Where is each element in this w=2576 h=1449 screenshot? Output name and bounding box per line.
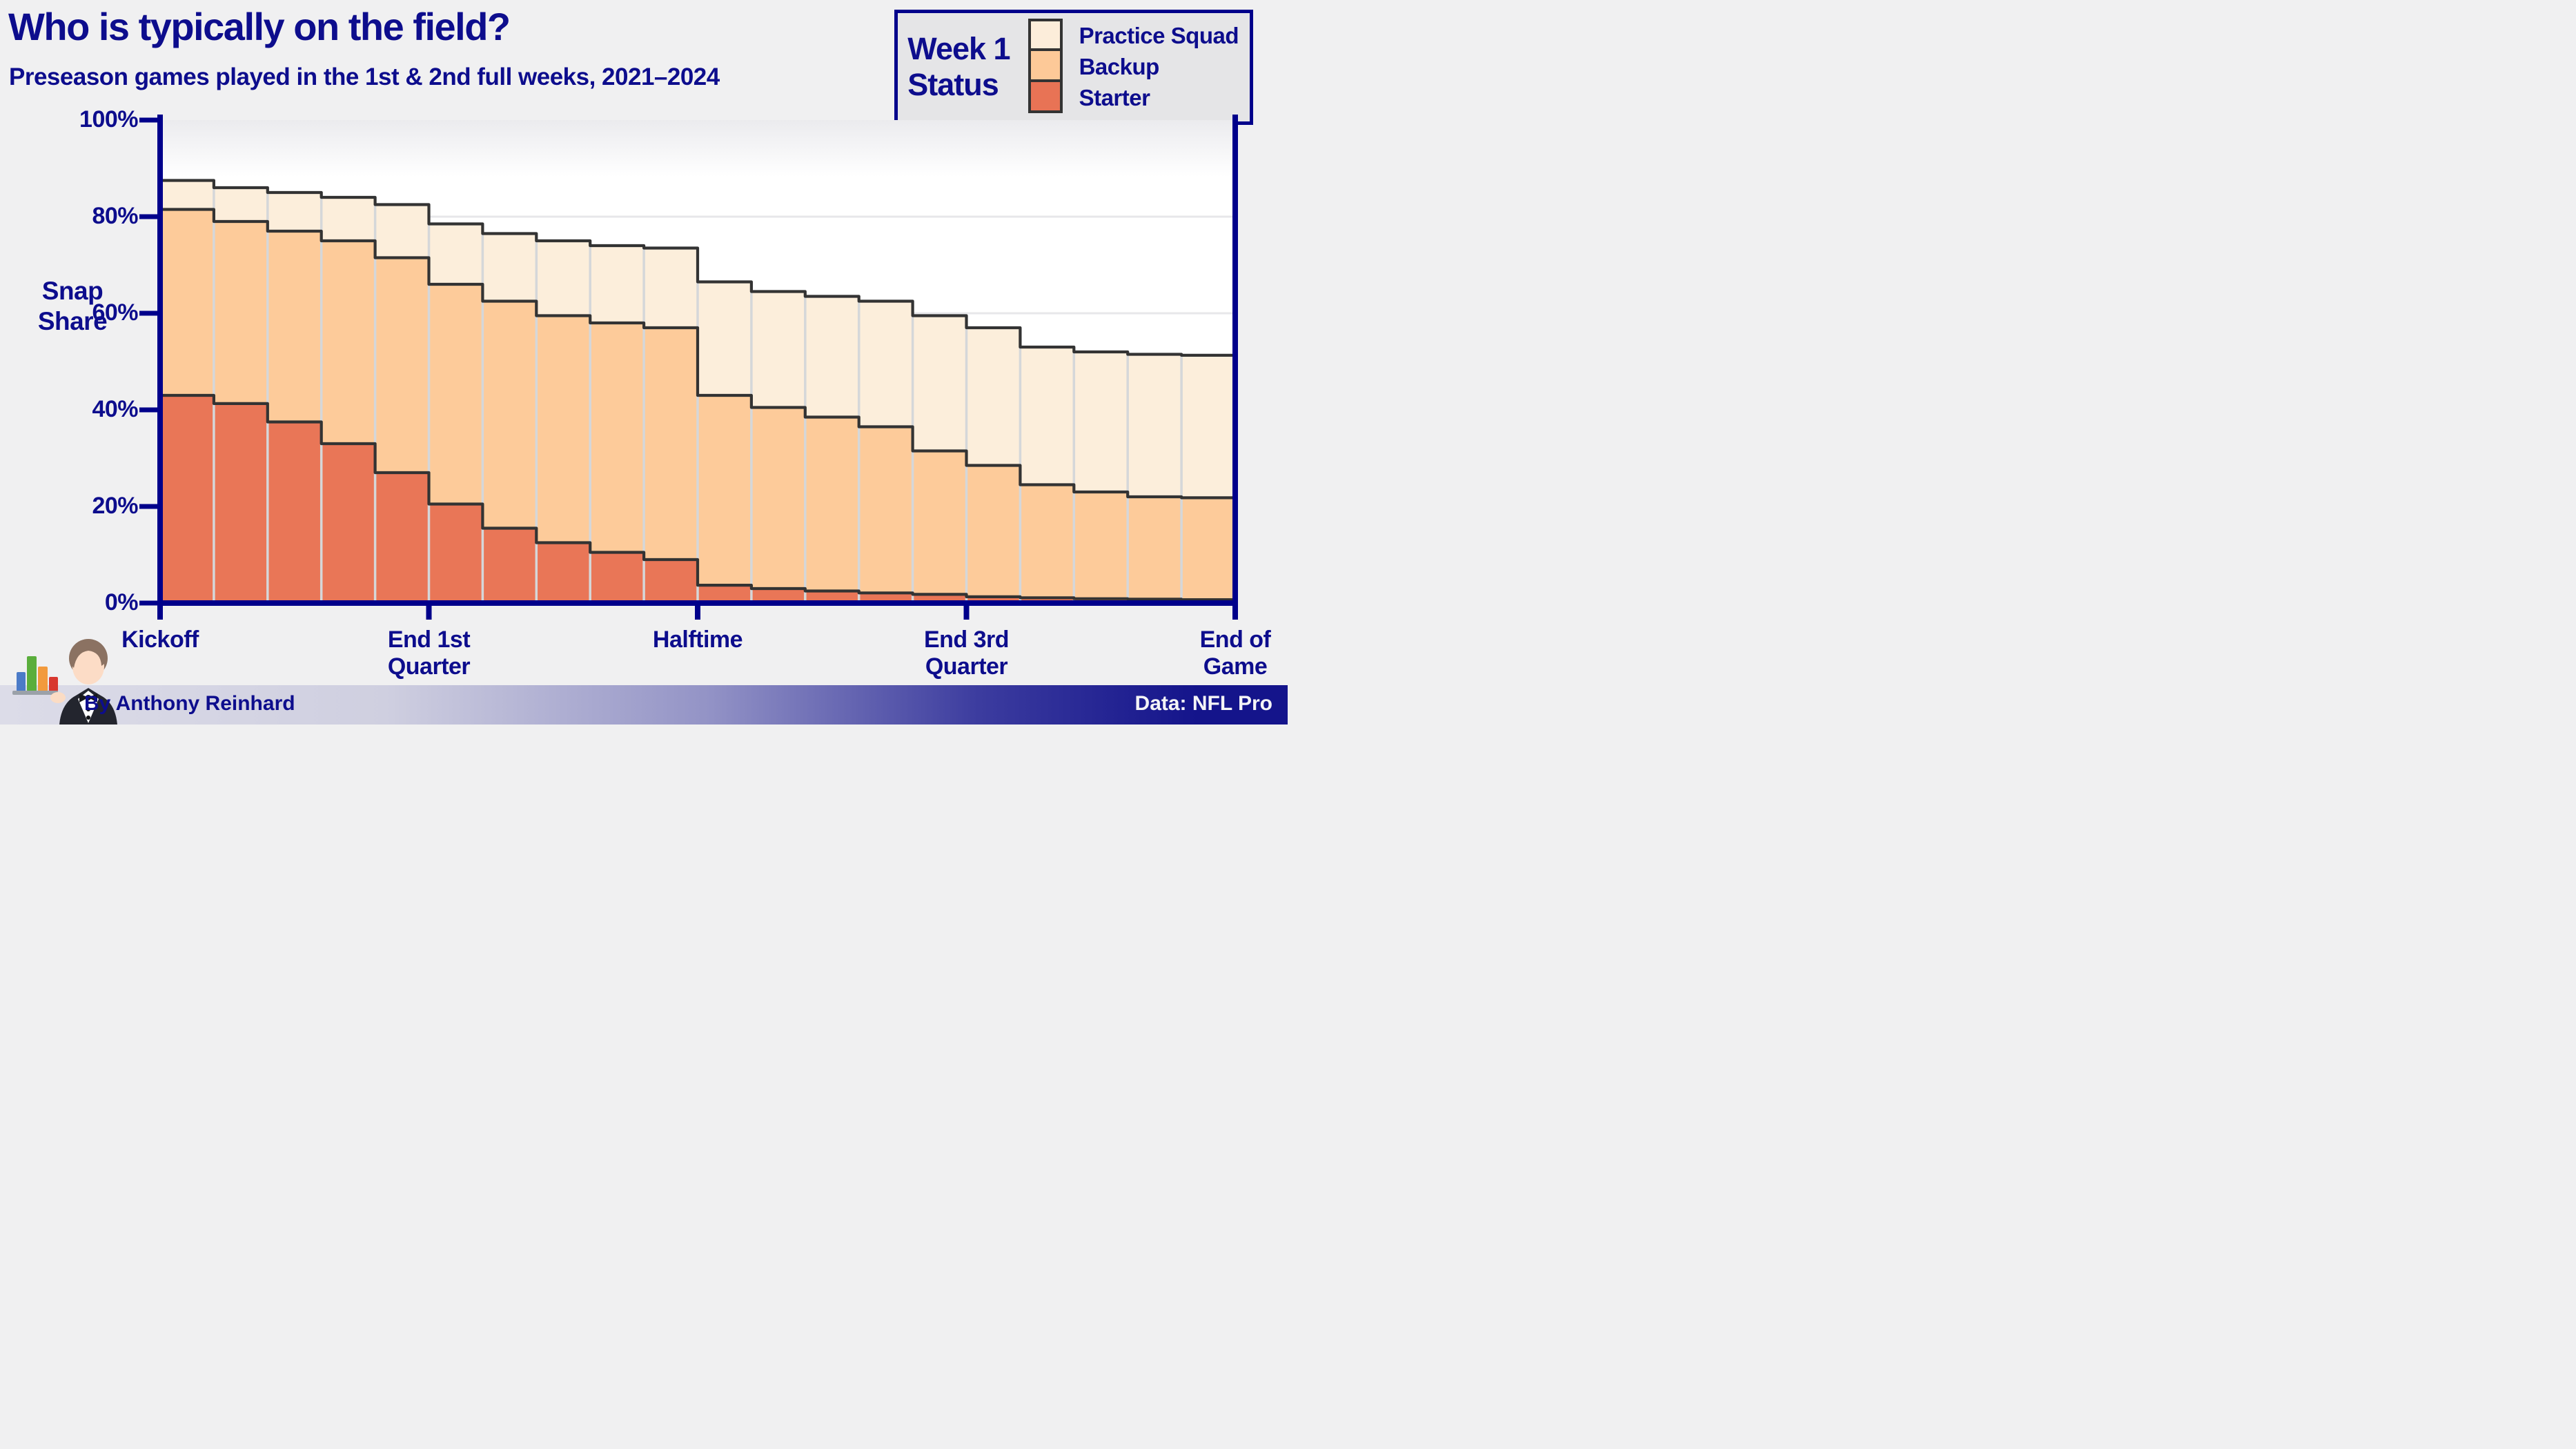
- legend-item-label: Practice Squad: [1079, 22, 1239, 48]
- y-axis-title-line2: Share: [37, 307, 108, 336]
- legend-item: Backup: [1028, 48, 1239, 82]
- legend-item: Practice Squad: [1028, 19, 1239, 52]
- legend-title-line1: Week 1: [907, 30, 1010, 66]
- footer-data-source: Data: NFL Pro: [1134, 692, 1272, 715]
- x-tick-label: Halftime: [652, 627, 743, 653]
- bar-chart-icon: [12, 656, 58, 695]
- y-axis-title: Snap Share: [7, 276, 138, 337]
- legend-swatch: [1028, 19, 1063, 52]
- avatar-person: [50, 639, 117, 724]
- y-tick-label: 20%: [92, 493, 138, 519]
- x-tick-label: End 3rd Quarter: [923, 627, 1010, 680]
- author-avatar: [12, 639, 117, 724]
- x-tick-label: Kickoff: [121, 627, 199, 653]
- legend-box: Week 1 Status Practice Squad Backup Starte…: [894, 10, 1253, 125]
- y-tick-label: 0%: [104, 589, 139, 615]
- legend-item-label: Starter: [1079, 84, 1150, 110]
- legend-item-label: Backup: [1079, 53, 1160, 79]
- footer-author: By Anthony Reinhard: [84, 692, 295, 715]
- page-title: Who is typically on the field?: [8, 5, 511, 48]
- y-axis-title-line1: Snap: [41, 277, 104, 305]
- y-tick-label: 40%: [92, 396, 138, 422]
- legend-swatch: [1028, 48, 1063, 82]
- page-subtitle: Preseason games played in the 1st & 2nd …: [9, 63, 720, 90]
- footer-bar: [0, 685, 1288, 724]
- x-tick-label: End of Game: [1199, 627, 1271, 680]
- infographic-canvas: Who is typically on the field? Preseason…: [0, 0, 1288, 724]
- y-tick-label: 100%: [79, 106, 138, 132]
- legend-item: Starter: [1028, 79, 1239, 113]
- legend-title-line2: Status: [907, 66, 999, 102]
- stacked-step-area-chart: [139, 115, 1238, 620]
- x-tick-label: End 1st Quarter: [387, 627, 471, 680]
- legend-swatch: [1028, 79, 1063, 113]
- y-tick-label: 80%: [92, 203, 138, 229]
- legend-title: Week 1 Status: [907, 31, 1010, 103]
- y-tick-label: 60%: [92, 299, 138, 326]
- legend-items: Practice Squad Backup Starter: [1028, 19, 1239, 113]
